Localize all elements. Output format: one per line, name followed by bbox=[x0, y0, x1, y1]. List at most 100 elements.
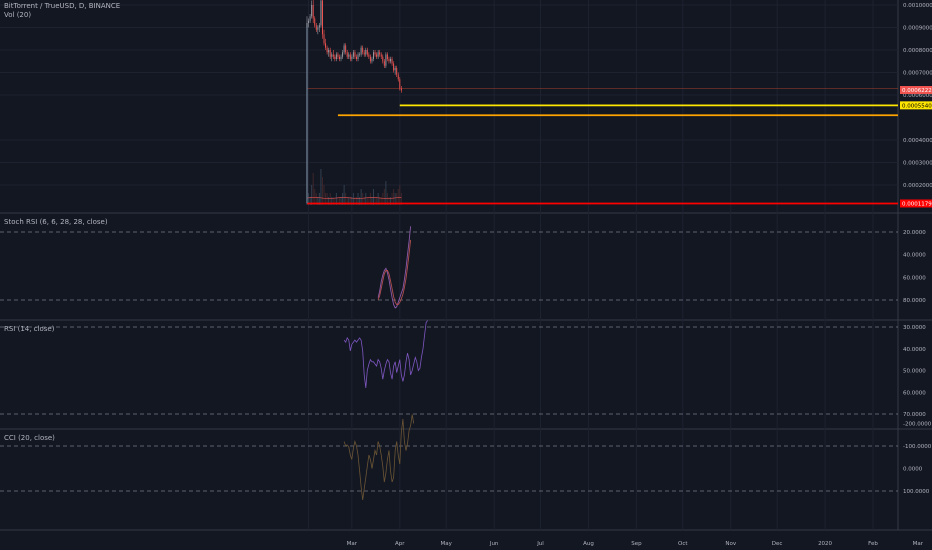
candle-body bbox=[372, 52, 374, 59]
volume-bar bbox=[351, 197, 353, 205]
candle-body bbox=[396, 68, 398, 75]
candle-body bbox=[357, 54, 359, 59]
volume-bar bbox=[342, 193, 344, 205]
volume-bar bbox=[338, 197, 340, 205]
volume-bar bbox=[348, 197, 350, 205]
candle-body bbox=[329, 50, 331, 57]
stoch-legend[interactable]: Stoch RSI (6, 6, 28, 28, close) bbox=[4, 218, 108, 226]
main-legend[interactable]: BitTorrent / TrueUSD, D, BINANCE Vol (20… bbox=[4, 2, 120, 20]
candlesticks bbox=[306, 0, 402, 203]
rsi-tick-label: 50.0000 bbox=[903, 369, 926, 375]
candle-body bbox=[394, 68, 396, 71]
candle-body bbox=[334, 56, 336, 59]
candle-body bbox=[366, 50, 368, 55]
volume-bar bbox=[396, 193, 398, 205]
candle-body bbox=[376, 54, 378, 57]
volume-bar bbox=[332, 197, 334, 205]
rsi-legend[interactable]: RSI (14, close) bbox=[4, 325, 55, 333]
stoch-tick-label: 20.0000 bbox=[903, 230, 926, 236]
price-tick-label: 0.0003000 bbox=[903, 161, 932, 167]
candle-body bbox=[342, 52, 344, 57]
volume-bar bbox=[328, 197, 330, 205]
volume-bar bbox=[365, 193, 367, 205]
candle-body bbox=[349, 54, 351, 59]
stoch-tick-label: 60.0000 bbox=[903, 275, 926, 281]
volume-bar bbox=[345, 193, 347, 205]
volume-bar bbox=[317, 197, 319, 205]
time-tick-label: Nov bbox=[725, 541, 736, 547]
time-tick-label: Mar bbox=[913, 541, 924, 547]
cci-legend[interactable]: CCI (20, close) bbox=[4, 434, 55, 442]
candle-body bbox=[360, 47, 362, 55]
volume-legend[interactable]: Vol (20) bbox=[4, 11, 32, 19]
candle-body bbox=[320, 0, 322, 26]
volume-bar bbox=[309, 197, 311, 205]
candle-body bbox=[399, 79, 401, 89]
volume-bar bbox=[326, 193, 328, 205]
time-tick-label: Jul bbox=[536, 541, 544, 547]
rsi-tick-label: 70.0000 bbox=[903, 412, 926, 418]
cci-line bbox=[343, 414, 415, 501]
volume-bar bbox=[388, 197, 390, 205]
hline-price-tag bbox=[900, 101, 932, 110]
volume-bars bbox=[306, 169, 402, 205]
candle-body bbox=[348, 54, 350, 57]
price-axis[interactable]: 0.0010000 0.0009000 0.0008000 0.0007000 0.00… bbox=[900, 3, 932, 495]
candle-body bbox=[331, 54, 333, 57]
candle-body bbox=[377, 52, 379, 57]
volume-bar bbox=[382, 193, 384, 205]
volume-ma-line bbox=[306, 197, 402, 199]
candle-body bbox=[355, 56, 357, 59]
candle-body bbox=[390, 59, 392, 62]
candle-body bbox=[340, 56, 342, 59]
stoch-d-line bbox=[377, 239, 412, 305]
last-price-tag bbox=[900, 86, 932, 95]
volume-bar bbox=[391, 193, 393, 205]
time-tick-label: May bbox=[440, 541, 452, 547]
horizontal-lines[interactable]: 0.0005540 0.0001179 bbox=[306, 23, 932, 208]
candle-body bbox=[363, 52, 365, 55]
candle-body bbox=[359, 54, 361, 56]
candle-body bbox=[346, 52, 348, 57]
hline-price-text: 0.0001179 bbox=[902, 201, 932, 207]
volume-bar bbox=[363, 197, 365, 205]
cci-tick-label: 100.0000 bbox=[903, 489, 930, 495]
candle-body bbox=[306, 23, 308, 28]
time-tick-label: Feb bbox=[868, 541, 878, 547]
candle-body bbox=[383, 61, 385, 66]
candle-body bbox=[314, 18, 316, 26]
stoch-k-line bbox=[377, 226, 412, 309]
candle-body bbox=[315, 25, 317, 30]
candle-body bbox=[326, 47, 328, 53]
cci-tick-label: 0.0000 bbox=[903, 467, 923, 473]
volume-bar bbox=[372, 189, 374, 205]
hline-price-text: 0.0005540 bbox=[902, 103, 932, 109]
volume-bar bbox=[323, 185, 325, 205]
volume-bar bbox=[360, 189, 362, 205]
volume-bar bbox=[359, 197, 361, 205]
candle-body bbox=[311, 5, 313, 17]
volume-bar bbox=[337, 197, 339, 205]
price-tick-label: 0.0007000 bbox=[903, 71, 932, 77]
volume-bar bbox=[331, 197, 333, 205]
volume-bar bbox=[349, 197, 351, 205]
volume-bar bbox=[308, 193, 310, 205]
time-axis[interactable]: Mar Apr May Jun Jul Aug Sep Oct Nov Dec 2020 Feb Mar bbox=[347, 541, 924, 547]
volume-bar bbox=[380, 197, 382, 205]
grid-layer bbox=[0, 0, 932, 531]
symbol-title[interactable]: BitTorrent / TrueUSD, D, BINANCE bbox=[4, 2, 121, 10]
rsi-tick-label: 40.0000 bbox=[903, 347, 926, 353]
volume-bar bbox=[340, 197, 342, 205]
volume-bar bbox=[366, 197, 368, 205]
candle-body bbox=[337, 54, 339, 57]
time-tick-label: Aug bbox=[583, 541, 594, 547]
volume-bar bbox=[379, 197, 381, 205]
price-tick-label: 0.0002000 bbox=[903, 183, 932, 189]
candle-body bbox=[386, 54, 388, 59]
price-tick-label: 0.0004000 bbox=[903, 138, 932, 144]
candle-body bbox=[371, 59, 373, 62]
candle-body bbox=[388, 59, 390, 62]
volume-bar bbox=[355, 197, 357, 205]
candle-body bbox=[317, 27, 319, 30]
